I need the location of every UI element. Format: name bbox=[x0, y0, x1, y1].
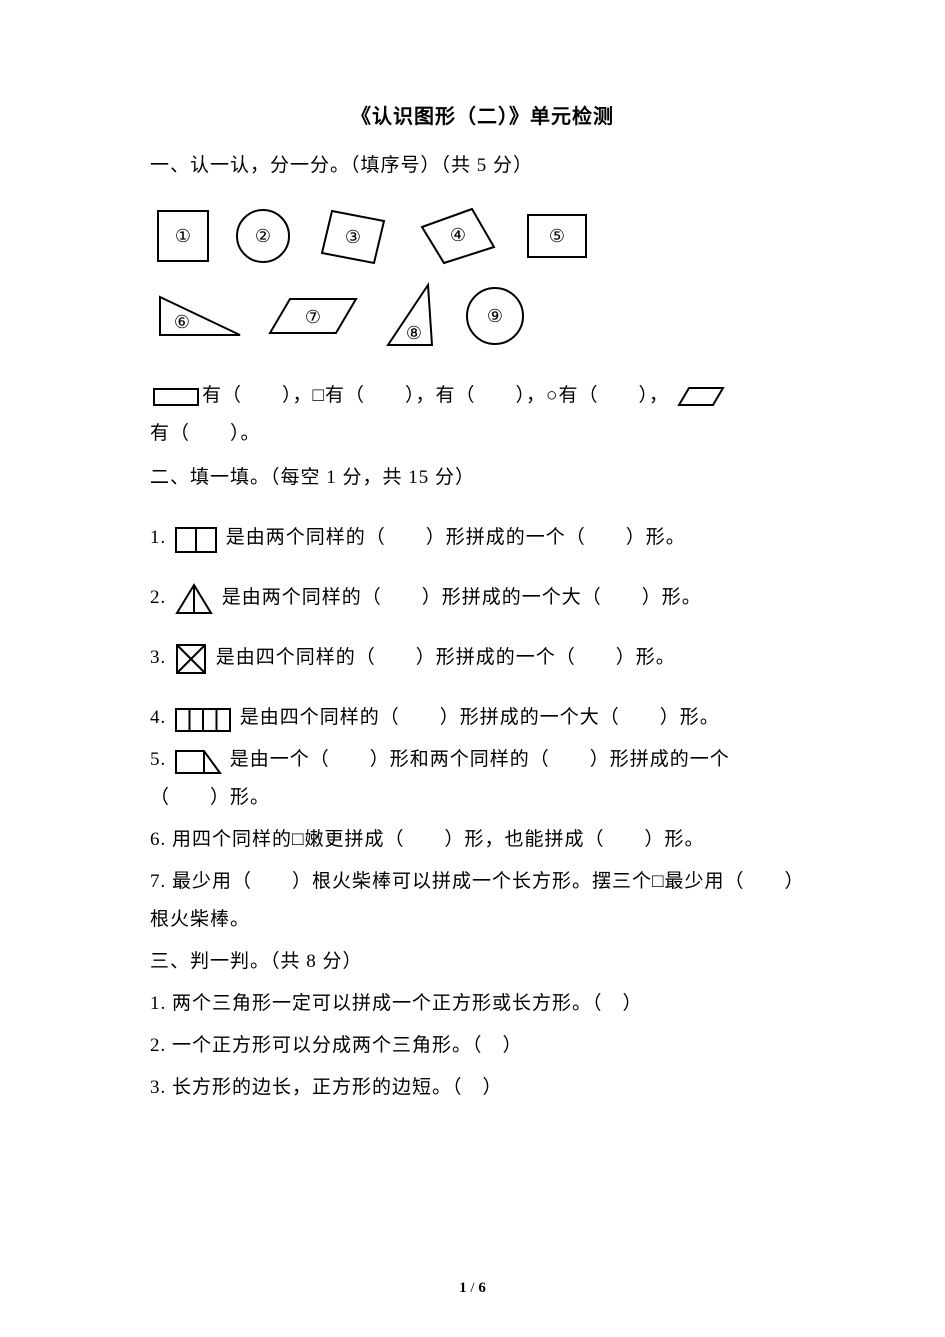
s3-q1: 1. 两个三角形一定可以拼成一个正方形或长方形。（ ） bbox=[150, 985, 815, 1023]
s2-q3: 3. 是由四个同样的（ ）形拼成的一个（ ）形。 bbox=[150, 639, 815, 677]
page-total: 6 bbox=[478, 1280, 486, 1296]
shape-9-circle: ⑨ bbox=[464, 285, 526, 347]
section3-heading: 三、判一判。（共 8 分） bbox=[150, 943, 815, 981]
s2-q5-cont: （ ）形。 bbox=[150, 779, 815, 817]
shape-1-square: ① bbox=[154, 207, 212, 265]
shape-7-parallelogram: ⑦ bbox=[266, 293, 360, 339]
svg-text:⑧: ⑧ bbox=[406, 323, 422, 343]
split-triangle-icon bbox=[174, 582, 214, 616]
section1-text-a: 有（ ），□有（ ），有（ ），○有（ ）， bbox=[202, 385, 669, 406]
svg-text:①: ① bbox=[175, 226, 191, 246]
s2-q5-pre: 5. bbox=[150, 749, 172, 770]
s2-q3-post: 是由四个同样的（ ）形拼成的一个（ ）形。 bbox=[216, 647, 676, 668]
s2-q7b: 根火柴棒。 bbox=[150, 901, 815, 939]
s2-q1: 1. 是由两个同样的（ ）形拼成的一个（ ）形。 bbox=[150, 519, 815, 557]
s2-q2: 2. 是由两个同样的（ ）形拼成的一个大（ ）形。 bbox=[150, 579, 815, 617]
parallelogram-icon bbox=[677, 385, 725, 409]
shape-6-triangle: ⑥ bbox=[154, 291, 244, 341]
shapes-row-1: ① ② ③ ④ ⑤ bbox=[154, 201, 815, 271]
s2-q5-post: 是由一个（ ）形和两个同样的（ ）形拼成的一个 bbox=[230, 749, 730, 770]
house-rect-icon bbox=[174, 747, 222, 775]
section1-fill-line-2: 有（ ）。 bbox=[150, 415, 815, 453]
s2-q4-post: 是由四个同样的（ ）形拼成的一个大（ ）形。 bbox=[240, 707, 720, 728]
shape-8-triangle: ⑧ bbox=[382, 281, 442, 351]
s2-q5: 5. 是由一个（ ）形和两个同样的（ ）形拼成的一个 bbox=[150, 741, 815, 779]
square-x-icon bbox=[174, 642, 208, 676]
svg-text:②: ② bbox=[255, 226, 271, 246]
s3-q2: 2. 一个正方形可以分成两个三角形。（ ） bbox=[150, 1027, 815, 1065]
svg-text:③: ③ bbox=[345, 227, 361, 247]
page: 《认识图形（二）》单元检测 一、认一认，分一分。（填序号）（共 5 分） ① ②… bbox=[0, 0, 945, 1337]
s2-q2-post: 是由两个同样的（ ）形拼成的一个大（ ）形。 bbox=[222, 587, 702, 608]
s2-q3-pre: 3. bbox=[150, 647, 172, 668]
section1-fill-line: 有（ ），□有（ ），有（ ），○有（ ）， bbox=[150, 377, 815, 415]
page-sep: / bbox=[467, 1280, 479, 1296]
doc-title: 《认识图形（二）》单元检测 bbox=[150, 100, 815, 129]
svg-text:⑨: ⑨ bbox=[487, 306, 503, 326]
s2-q2-pre: 2. bbox=[150, 587, 172, 608]
two-squares-icon bbox=[174, 524, 218, 554]
svg-text:④: ④ bbox=[450, 225, 466, 245]
shape-3-tilted-square: ③ bbox=[314, 201, 392, 271]
shape-5-rect: ⑤ bbox=[524, 211, 590, 261]
svg-text:⑤: ⑤ bbox=[549, 226, 565, 246]
four-rect-icon bbox=[174, 705, 232, 733]
page-footer: 1 / 6 bbox=[0, 1280, 945, 1297]
shapes-row-2: ⑥ ⑦ ⑧ ⑨ bbox=[154, 281, 815, 351]
s2-q6: 6. 用四个同样的□嫩更拼成（ ）形，也能拼成（ ）形。 bbox=[150, 821, 815, 859]
shape-4-tilted-rect: ④ bbox=[414, 203, 502, 269]
s2-q7a: 7. 最少用（ ）根火柴棒可以拼成一个长方形。摆三个□最少用（ ） bbox=[150, 863, 815, 901]
svg-text:⑥: ⑥ bbox=[174, 312, 190, 332]
s3-q3: 3. 长方形的边长，正方形的边短。（ ） bbox=[150, 1069, 815, 1107]
s2-q4: 4. 是由四个同样的（ ）形拼成的一个大（ ）形。 bbox=[150, 699, 815, 737]
rectangle-icon bbox=[152, 386, 200, 408]
s2-q1-pre: 1. bbox=[150, 527, 172, 548]
shape-2-circle: ② bbox=[234, 207, 292, 265]
svg-text:⑦: ⑦ bbox=[305, 307, 321, 327]
section1-heading: 一、认一认，分一分。（填序号）（共 5 分） bbox=[150, 147, 815, 185]
page-current: 1 bbox=[459, 1280, 467, 1296]
section2-heading: 二、填一填。（每空 1 分，共 15 分） bbox=[150, 459, 815, 497]
s2-q4-pre: 4. bbox=[150, 707, 172, 728]
s2-q1-post: 是由两个同样的（ ）形拼成的一个（ ）形。 bbox=[226, 527, 686, 548]
